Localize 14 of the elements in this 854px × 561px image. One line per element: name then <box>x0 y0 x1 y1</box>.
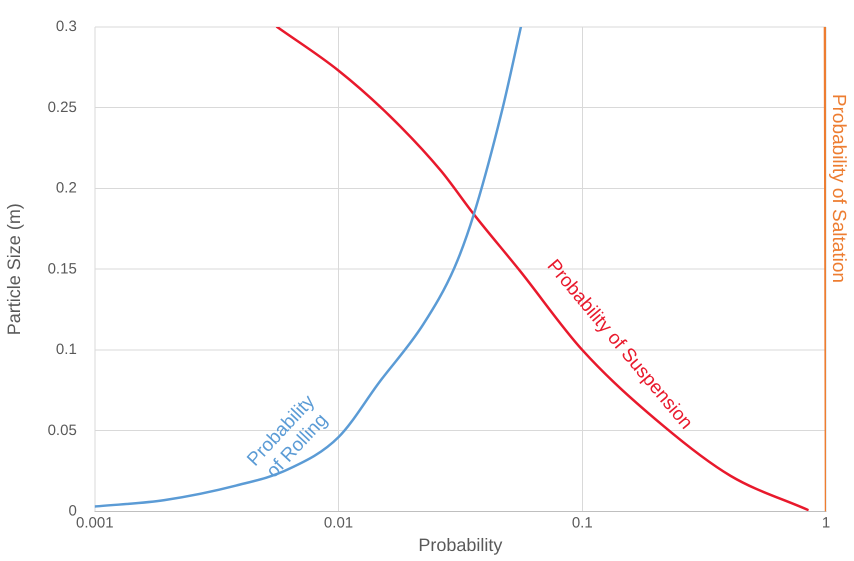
x-tick-label: 0.01 <box>324 514 354 532</box>
y-tick-label: 0.05 <box>48 422 77 439</box>
x-tick-label: 0.001 <box>76 514 114 532</box>
text: Probability of Saltation <box>828 94 849 283</box>
y-tick-label: 0.3 <box>56 18 77 36</box>
y-tick-label: 0.25 <box>48 98 77 116</box>
y-axis-title: Particle Size (m) <box>4 203 24 336</box>
x-tick-label: 1 <box>822 514 830 532</box>
y-tick-label: 0.15 <box>48 260 77 278</box>
y-tick-label: 0.1 <box>56 341 77 358</box>
y-tick-label: 0 <box>68 502 77 520</box>
x-tick-label: 0.1 <box>572 514 593 532</box>
x-axis-title: Probability <box>418 535 502 556</box>
y-tick-label: 0.2 <box>56 180 77 197</box>
